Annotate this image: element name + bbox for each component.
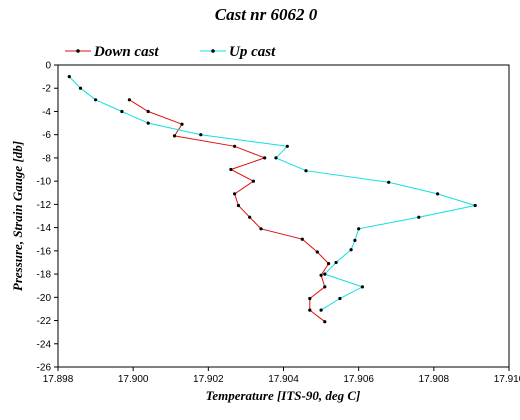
legend-label-up-cast: Up cast bbox=[229, 44, 276, 60]
series-line-down-cast bbox=[129, 99, 330, 323]
data-point-up-cast bbox=[338, 296, 342, 301]
data-point-up-cast bbox=[146, 121, 150, 125]
data-point-down-cast bbox=[180, 122, 184, 126]
y-axis: 0 -2 -4 -6 -8 -10 -12 -14 -16 -18 -20 -22 -24 -26 bbox=[37, 61, 58, 374]
legend-marker-up-cast bbox=[211, 49, 215, 53]
data-point-up-cast bbox=[274, 156, 278, 160]
x-tick-label: 17.898 bbox=[43, 374, 74, 385]
data-point-down-cast bbox=[323, 320, 327, 324]
x-axis-label: Temperature [ITS-90, deg C] bbox=[206, 388, 361, 403]
y-tick-label: -8 bbox=[42, 153, 51, 164]
data-point-down-cast bbox=[233, 144, 237, 148]
y-tick-label: 0 bbox=[45, 61, 51, 72]
data-point-up-cast bbox=[78, 86, 83, 90]
data-point-down-cast bbox=[308, 296, 312, 301]
data-point-down-cast bbox=[229, 167, 233, 172]
legend-marker-down-cast bbox=[76, 49, 80, 53]
legend-label-down-cast: Down cast bbox=[93, 44, 159, 60]
data-point-up-cast bbox=[360, 285, 364, 289]
x-tick-label: 17.908 bbox=[419, 374, 450, 385]
x-tick-label: 17.904 bbox=[268, 374, 299, 385]
data-point-up-cast bbox=[417, 215, 421, 219]
data-point-down-cast bbox=[172, 134, 177, 138]
data-point-up-cast bbox=[120, 109, 124, 114]
data-point-up-cast bbox=[304, 169, 308, 173]
data-point-up-cast bbox=[334, 260, 338, 265]
y-axis-label: Pressure, Strain Gauge [db] bbox=[10, 141, 25, 291]
data-point-down-cast bbox=[127, 98, 131, 102]
plot-area bbox=[57, 64, 510, 368]
x-tick-label: 17.900 bbox=[118, 374, 149, 385]
data-point-up-cast bbox=[94, 98, 98, 102]
data-point-down-cast bbox=[233, 192, 237, 196]
data-point-down-cast bbox=[259, 227, 263, 231]
series-line-up-cast bbox=[68, 76, 476, 311]
data-point-down-cast bbox=[300, 237, 304, 241]
y-tick-label: -14 bbox=[37, 223, 52, 234]
data-point-down-cast bbox=[308, 308, 312, 312]
data-point-down-cast bbox=[315, 250, 319, 254]
y-tick-label: -10 bbox=[37, 177, 52, 188]
x-tick-label: 17.910 bbox=[494, 374, 520, 385]
data-point-down-cast bbox=[327, 262, 331, 266]
data-point-up-cast bbox=[353, 238, 357, 242]
data-point-down-cast bbox=[319, 273, 323, 277]
data-point-down-cast bbox=[248, 215, 252, 219]
data-point-down-cast bbox=[323, 285, 327, 289]
y-tick-label: -16 bbox=[37, 246, 52, 257]
data-point-down-cast bbox=[251, 179, 255, 183]
data-point-up-cast bbox=[285, 144, 289, 148]
y-tick-label: -18 bbox=[37, 270, 52, 281]
y-tick-label: -24 bbox=[37, 339, 52, 350]
data-point-up-cast bbox=[473, 203, 477, 208]
data-point-down-cast bbox=[146, 109, 150, 114]
series-layer bbox=[67, 75, 477, 324]
x-tick-label: 17.902 bbox=[193, 374, 224, 385]
y-tick-label: -22 bbox=[37, 316, 52, 327]
data-point-up-cast bbox=[387, 180, 391, 184]
y-tick-label: -12 bbox=[37, 200, 52, 211]
data-point-up-cast bbox=[67, 75, 71, 79]
x-tick-label: 17.906 bbox=[343, 374, 374, 385]
data-point-down-cast bbox=[236, 203, 240, 208]
x-axis: 17.898 17.900 17.902 17.904 17.906 17.908 17.9… bbox=[43, 367, 520, 385]
y-tick-label: -20 bbox=[37, 293, 52, 304]
y-tick-label: -4 bbox=[42, 107, 51, 118]
y-tick-label: -2 bbox=[42, 84, 51, 95]
y-tick-label: -26 bbox=[37, 363, 52, 374]
data-point-up-cast bbox=[436, 192, 440, 196]
legend: Down cast Up cast bbox=[65, 44, 276, 60]
data-point-up-cast bbox=[349, 248, 353, 252]
chart-title: Cast nr 6062 0 bbox=[215, 5, 318, 24]
data-point-up-cast bbox=[319, 308, 323, 312]
data-point-down-cast bbox=[263, 156, 267, 160]
data-point-up-cast bbox=[323, 272, 327, 276]
data-point-up-cast bbox=[357, 227, 361, 231]
data-point-up-cast bbox=[199, 133, 203, 137]
y-tick-label: -6 bbox=[42, 130, 51, 141]
